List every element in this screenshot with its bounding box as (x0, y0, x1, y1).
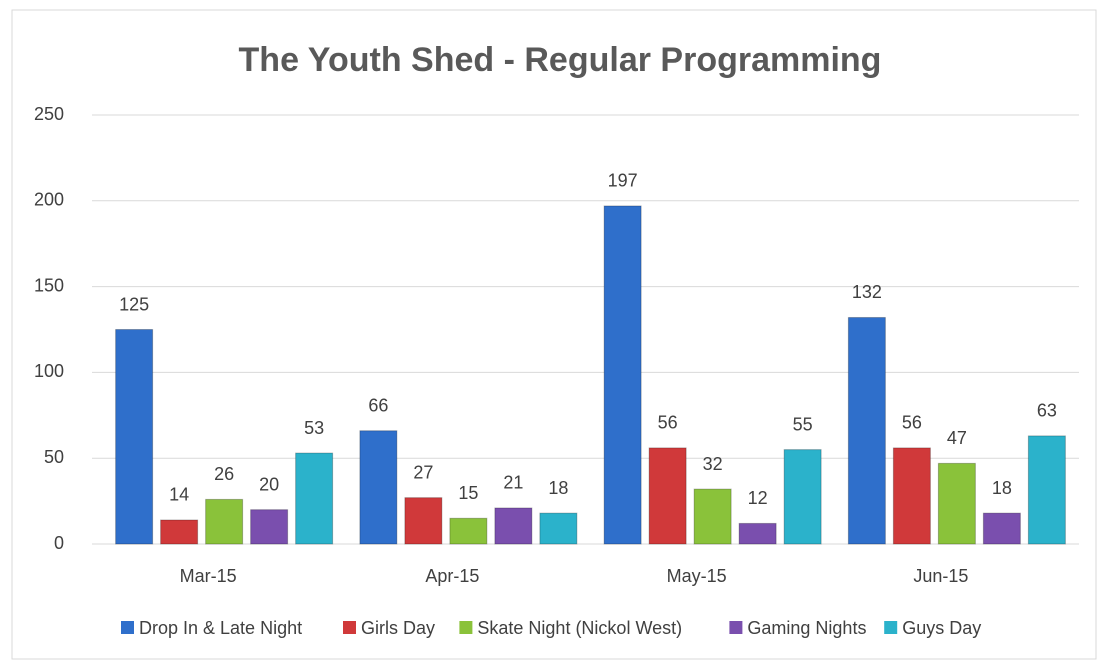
bar (494, 507, 533, 545)
data-label: 66 (368, 395, 388, 415)
data-label: 12 (748, 488, 768, 508)
bar (847, 316, 886, 545)
bar (783, 449, 822, 545)
y-tick-label: 250 (34, 104, 64, 124)
data-label: 56 (902, 413, 922, 433)
legend-swatch (729, 621, 743, 634)
bar (449, 517, 488, 545)
data-label: 63 (1037, 401, 1057, 421)
bar (205, 498, 244, 545)
data-label: 20 (259, 474, 279, 494)
legend-label: Skate Night (Nickol West) (477, 618, 682, 638)
data-label: 14 (169, 485, 189, 505)
data-label: 32 (703, 454, 723, 474)
bar (982, 512, 1021, 545)
data-label: 56 (658, 413, 678, 433)
bar (892, 447, 931, 545)
legend-label: Girls Day (361, 618, 435, 638)
legend-label: Gaming Nights (747, 618, 866, 638)
data-label: 53 (304, 418, 324, 438)
bar (693, 488, 732, 545)
data-label: 197 (608, 171, 638, 191)
x-tick-label: Apr-15 (425, 566, 479, 586)
legend-label: Drop In & Late Night (139, 618, 302, 638)
y-tick-label: 50 (44, 447, 64, 467)
bar (738, 522, 777, 545)
bar (359, 430, 398, 545)
legend-swatch (121, 621, 134, 634)
data-label: 27 (413, 462, 433, 482)
chart-title: The Youth Shed - Regular Programming (239, 41, 882, 79)
data-label: 26 (214, 464, 234, 484)
bar (539, 512, 578, 545)
bar (404, 497, 443, 545)
y-tick-label: 0 (54, 533, 64, 553)
data-label: 21 (503, 473, 523, 493)
legend-swatch (884, 621, 898, 634)
y-tick-label: 100 (34, 361, 64, 381)
data-label: 125 (119, 294, 149, 314)
x-tick-label: Jun-15 (913, 566, 968, 586)
bar (648, 447, 687, 545)
data-label: 18 (992, 478, 1012, 498)
data-label: 55 (793, 414, 813, 434)
y-tick-label: 150 (34, 275, 64, 295)
data-label: 18 (548, 478, 568, 498)
chart-frame (11, 9, 1097, 660)
data-label: 132 (852, 282, 882, 302)
x-tick-label: May-15 (667, 566, 727, 586)
bar (937, 462, 976, 545)
legend-swatch (459, 621, 473, 634)
bar (1027, 435, 1066, 545)
data-label: 15 (458, 483, 478, 503)
legend-label: Guys Day (902, 618, 981, 638)
data-label: 47 (947, 428, 967, 448)
legend-swatch (343, 621, 356, 634)
bar (250, 509, 289, 545)
bar (603, 205, 642, 545)
x-tick-label: Mar-15 (180, 566, 237, 586)
bar (295, 452, 334, 545)
bar (115, 329, 154, 545)
bar (160, 519, 199, 545)
y-tick-label: 200 (34, 190, 64, 210)
